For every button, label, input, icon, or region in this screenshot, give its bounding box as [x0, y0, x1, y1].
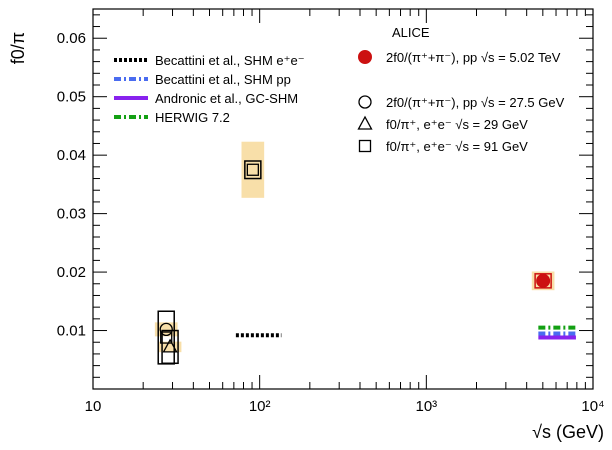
systematic-band: [241, 141, 265, 198]
x-axis-title: √s (GeV): [532, 422, 604, 442]
statistical-error-box: [157, 310, 175, 365]
x-tick-label: 10⁴: [581, 398, 604, 415]
y-axis-title: f0/π: [8, 32, 28, 64]
legend-title: ALICE: [392, 25, 430, 40]
model-curves-layer: [235, 325, 576, 340]
data-point-open-circle: [159, 322, 173, 337]
legend-marker-open-circle: [358, 95, 372, 109]
x-tick-label: 10³: [415, 398, 437, 415]
legend-model-label: Becattini et al., SHM e⁺e⁻: [155, 53, 305, 68]
statistical-error-box: [244, 160, 262, 180]
x-tick-label: 10²: [249, 398, 271, 415]
y-tick-label: 0.02: [57, 264, 86, 281]
legend-model-label: Becattini et al., SHM pp: [155, 72, 291, 87]
systematic-uncertainty-layer: [154, 141, 555, 353]
legend-data-label: f0/π⁺, e⁺e⁻ √s = 91 GeV: [386, 139, 528, 154]
axes-layer: 10 10² 10³ 10⁴ 0.01 0.02 0.03 0.04 0.05 0.06: [57, 9, 605, 415]
data-point-filled-circle: [536, 273, 551, 288]
plot-frame: [92, 8, 594, 390]
legend-data-label: f0/π⁺, e⁺e⁻ √s = 29 GeV: [386, 117, 528, 132]
legend-data-label: 2f0/(π⁺+π⁻), pp √s = 27.5 GeV: [386, 95, 565, 110]
y-tick-label: 0.04: [57, 147, 86, 164]
legend-model-label: Andronic et al., GC-SHM: [155, 91, 298, 106]
y-tick-label: 0.06: [57, 30, 86, 47]
data-point-open-triangle: [162, 338, 178, 353]
legend-marker-open-triangle: [357, 115, 373, 130]
data-point-open-square: [246, 163, 259, 176]
legend-models: Becattini et al., SHM e⁺e⁻ Becattini et a…: [114, 53, 305, 125]
legend-data: ALICE 2f0/(π⁺+π⁻), pp √s = 5.02 TeV 2f0/(π…: [357, 25, 565, 154]
systematic-band: [158, 341, 182, 353]
y-tick-label: 0.05: [57, 89, 86, 106]
legend-data-label: 2f0/(π⁺+π⁻), pp √s = 5.02 TeV: [386, 50, 561, 65]
y-tick-label: 0.01: [57, 323, 86, 340]
legend-marker-filled-circle: [358, 50, 372, 64]
y-tick-label: 0.03: [57, 206, 86, 223]
x-tick-label: 10: [85, 398, 102, 415]
data-points-layer: [157, 160, 552, 365]
data-point-open-square: [160, 331, 173, 344]
legend-model-label: HERWIG 7.2: [155, 110, 230, 125]
legend-marker-open-square: [358, 139, 372, 153]
statistical-error-box: [534, 273, 552, 289]
